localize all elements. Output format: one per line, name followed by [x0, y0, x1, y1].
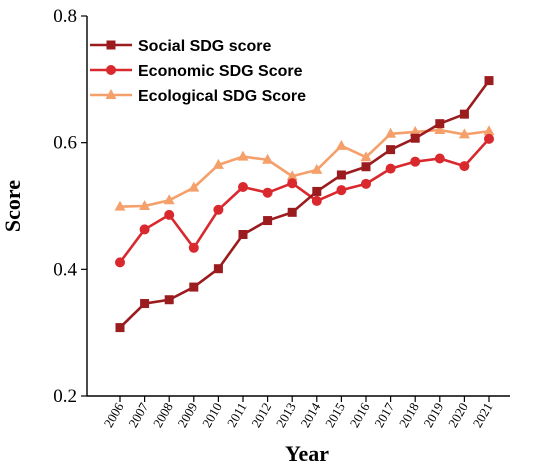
- data-point: [164, 209, 175, 220]
- legend-marker: [106, 40, 116, 50]
- data-point: [459, 109, 469, 119]
- data-point: [361, 178, 371, 189]
- data-point: [483, 125, 495, 136]
- data-point: [164, 295, 174, 305]
- data-point: [484, 76, 494, 86]
- y-axis-title: Score: [0, 180, 25, 232]
- x-tick-label: 2017: [371, 400, 397, 430]
- legend-marker: [106, 65, 116, 75]
- y-tick-label: 0.2: [53, 386, 77, 407]
- x-tick-label: 2010: [199, 400, 225, 430]
- x-tick-label: 2018: [396, 400, 422, 430]
- x-tick-label: 2006: [101, 400, 127, 430]
- data-point: [336, 185, 347, 196]
- data-point: [139, 224, 150, 235]
- data-point: [311, 163, 323, 174]
- legend-item: Economic SDG Score: [90, 63, 303, 80]
- x-tick-label: 2013: [273, 400, 299, 430]
- legend-label: Ecological SDG Score: [138, 88, 306, 105]
- data-point: [213, 264, 223, 274]
- data-point: [410, 156, 421, 167]
- x-tick-label: 2007: [125, 400, 151, 430]
- data-point: [139, 200, 151, 210]
- data-point: [386, 145, 396, 155]
- data-point: [213, 204, 224, 215]
- series-layer: [114, 76, 495, 333]
- data-point: [410, 133, 420, 143]
- legend-item: Social SDG score: [90, 38, 271, 55]
- data-point: [336, 170, 346, 180]
- legend-marker: [105, 89, 117, 99]
- x-tick-label: 2020: [445, 400, 471, 430]
- data-point: [434, 124, 446, 134]
- x-tick-label: 2012: [248, 400, 274, 430]
- data-point: [114, 200, 126, 211]
- legend-item: Ecological SDG Score: [90, 88, 306, 105]
- data-point: [458, 128, 470, 139]
- series-1: [115, 76, 494, 333]
- data-point: [361, 162, 371, 172]
- data-point: [238, 230, 248, 239]
- data-point: [263, 216, 273, 226]
- data-point: [238, 182, 248, 192]
- y-tick-label: 0.4: [53, 259, 77, 280]
- data-point: [237, 150, 249, 161]
- y-tick-label: 0.6: [53, 133, 77, 154]
- data-point: [188, 242, 199, 253]
- data-point: [188, 181, 200, 192]
- x-tick-label: 2019: [420, 400, 446, 430]
- legend-label: Social SDG score: [138, 38, 271, 55]
- data-point: [335, 139, 347, 150]
- data-point: [262, 187, 273, 198]
- series-line: [119, 79, 491, 329]
- x-axis-title: Year: [285, 441, 329, 466]
- data-point: [286, 170, 298, 181]
- data-point: [312, 186, 322, 196]
- data-point: [115, 257, 125, 268]
- data-point: [409, 125, 421, 136]
- data-point: [311, 195, 322, 206]
- x-tick-label: 2008: [150, 400, 176, 430]
- data-point: [115, 323, 125, 333]
- x-tick-label: 2016: [347, 400, 373, 430]
- data-point: [484, 133, 494, 144]
- x-tick-label: 2009: [174, 400, 200, 430]
- data-point: [459, 161, 470, 172]
- legend-label: Economic SDG Score: [138, 63, 303, 80]
- x-tick-label: 2015: [322, 400, 348, 430]
- data-point: [287, 207, 297, 217]
- data-point: [385, 163, 396, 174]
- data-point: [140, 299, 150, 309]
- series-2: [115, 133, 494, 268]
- data-point: [163, 194, 175, 205]
- data-point: [262, 153, 274, 164]
- series-3: [114, 124, 495, 211]
- data-point: [212, 158, 224, 169]
- y-tick-label: 0.8: [53, 6, 77, 27]
- data-point: [287, 178, 298, 189]
- data-point: [385, 127, 397, 138]
- data-point: [434, 153, 445, 164]
- x-tick-label: 2014: [297, 400, 323, 430]
- data-point: [360, 151, 372, 162]
- x-tick-label: 2011: [224, 400, 250, 430]
- data-point: [189, 282, 199, 292]
- legend: Social SDG score Economic SDG Score Ecolog…: [90, 38, 306, 105]
- series-line: [119, 128, 490, 208]
- data-point: [435, 119, 445, 129]
- series-line: [118, 137, 490, 264]
- x-tick-label: 2021: [470, 400, 496, 430]
